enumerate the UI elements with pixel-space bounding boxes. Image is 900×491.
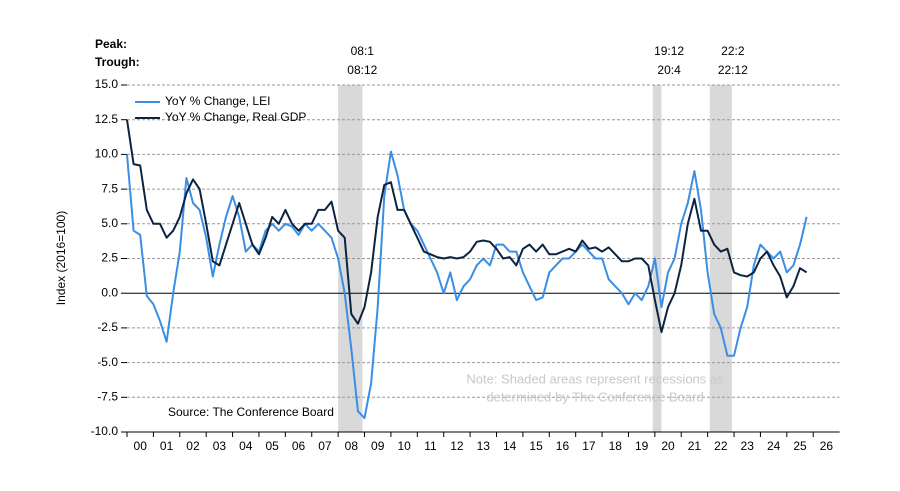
peak-label: Peak: [95, 37, 127, 51]
trough-label: Trough: [95, 55, 140, 69]
x-tick-label: 07 [318, 439, 332, 453]
x-tick-label: 14 [503, 439, 517, 453]
recession-trough: 22:12 [718, 63, 748, 77]
x-tick-label: 12 [450, 439, 464, 453]
y-tick-label: -10.0 [91, 424, 119, 438]
y-tick-label: 15.0 [95, 77, 119, 91]
x-tick-label: 19 [635, 439, 649, 453]
x-tick-label: 05 [265, 439, 279, 453]
note: Note: Shaded areas represent recessions … [466, 371, 724, 386]
y-tick-label: 12.5 [95, 112, 119, 126]
recession-trough: 08:12 [347, 63, 377, 77]
legend-label: YoY % Change, LEI [165, 94, 270, 108]
x-tick-label: 13 [477, 439, 491, 453]
recession-peak: 08:1 [351, 44, 375, 58]
x-tick-label: 11 [424, 439, 437, 453]
y-tick-label: 5.0 [101, 216, 118, 230]
x-tick-label: 16 [556, 439, 570, 453]
y-tick-label: -2.5 [97, 320, 118, 334]
x-tick-label: 24 [767, 439, 781, 453]
recession-band [709, 85, 732, 432]
x-tick-label: 20 [661, 439, 675, 453]
y-tick-label: 10.0 [95, 147, 119, 161]
series-line [126, 150, 808, 420]
source: Source: The Conference Board [168, 405, 334, 419]
x-tick-label: 08 [345, 439, 359, 453]
x-tick-label: 03 [213, 439, 227, 453]
x-tick-label: 02 [186, 439, 200, 453]
series-line [126, 119, 808, 334]
recession-trough: 20:4 [657, 63, 681, 77]
y-tick-label: -7.5 [97, 389, 118, 403]
recession-peak: 22:2 [721, 44, 745, 58]
y-tick-label: 2.5 [101, 251, 118, 265]
x-tick-label: 18 [609, 439, 623, 453]
x-tick-label: 09 [371, 439, 385, 453]
x-tick-label: 00 [134, 439, 148, 453]
x-tick-label: 23 [741, 439, 755, 453]
x-tick-label: 21 [688, 439, 702, 453]
x-tick-label: 17 [582, 439, 596, 453]
x-tick-label: 01 [160, 439, 174, 453]
note: determined by The Conference Board [486, 389, 703, 404]
y-axis-label: Index (2016=100) [54, 211, 68, 305]
x-tick-label: 10 [397, 439, 411, 453]
x-tick-label: 22 [714, 439, 728, 453]
x-tick-label: 15 [529, 439, 543, 453]
y-tick-label: 7.5 [101, 181, 118, 195]
y-tick-label: -5.0 [97, 355, 118, 369]
legend-label: YoY % Change, Real GDP [165, 110, 306, 124]
recession-peak: 19:12 [654, 44, 684, 58]
x-tick-label: 25 [793, 439, 807, 453]
x-tick-label: 26 [820, 439, 834, 453]
x-tick-label: 04 [239, 439, 253, 453]
x-tick-label: 06 [292, 439, 306, 453]
y-tick-label: 0.0 [101, 285, 118, 299]
